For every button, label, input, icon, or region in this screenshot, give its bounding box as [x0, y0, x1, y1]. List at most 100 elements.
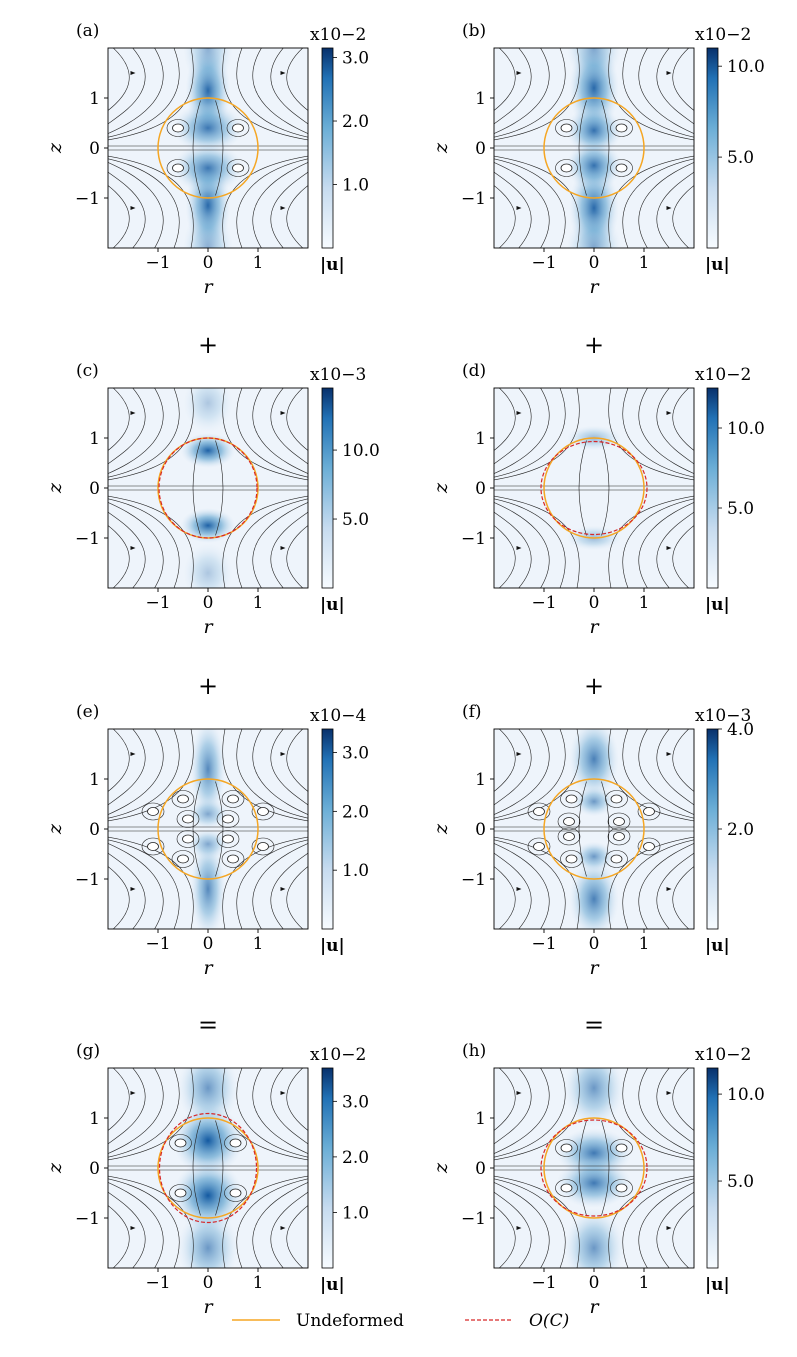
- streamline: [108, 836, 194, 929]
- colorbar-tick-label: 3.0: [342, 49, 369, 69]
- y-tick-label: 0: [89, 1159, 100, 1179]
- streamline: [601, 440, 610, 536]
- colorbar-gradient: [706, 1067, 719, 1269]
- x-tick-label: 0: [589, 934, 600, 954]
- streamline: [236, 498, 308, 588]
- intensity-region: [183, 543, 233, 588]
- colorbar-tick-label: 10.0: [342, 441, 380, 461]
- y-axis-label: z: [44, 142, 66, 154]
- operator-symbol: +: [198, 672, 218, 700]
- flow-arrow: [280, 411, 286, 415]
- vortex: [251, 802, 275, 821]
- colorbar-tick-label: 5.0: [727, 1172, 754, 1192]
- y-tick-label: −1: [461, 189, 486, 209]
- heatmap-area: [494, 388, 694, 588]
- colorbar-label: |u|: [320, 255, 345, 275]
- streamline: [494, 1175, 580, 1268]
- streamline: [192, 100, 201, 196]
- colorbar-tick-label: 3.0: [342, 744, 369, 764]
- streamline: [286, 388, 308, 451]
- intensity-region: [569, 729, 619, 799]
- flow-arrow: [666, 1226, 672, 1230]
- intensity-region: [173, 1105, 243, 1176]
- streamline: [222, 836, 308, 929]
- operator-symbol: +: [584, 331, 604, 359]
- streamline: [108, 511, 146, 588]
- heatmap-area: [494, 729, 694, 929]
- streamline: [494, 388, 532, 465]
- streamline: [494, 158, 566, 248]
- streamline: [601, 781, 610, 877]
- colorbar-gradient: [321, 728, 334, 930]
- flow-arrow: [280, 752, 286, 756]
- panel-g: −1 0 1 1 0 −1 r z (g) 3.0 2.0 1.0 x10−2 |u|: [44, 1041, 369, 1318]
- panel-letter: (g): [76, 1041, 100, 1061]
- vortex: [171, 790, 195, 808]
- flow-arrow: [666, 411, 672, 415]
- streamline: [286, 866, 308, 929]
- intensity-region: [173, 1160, 243, 1231]
- vortex: [610, 159, 633, 177]
- streamline: [108, 1175, 194, 1268]
- streamline: [672, 525, 694, 588]
- colorbar-exponent: x10−2: [695, 365, 751, 385]
- vortex: [610, 119, 633, 137]
- colorbar-tick-label: 2.0: [727, 820, 754, 840]
- streamline: [494, 839, 566, 929]
- vortex: [226, 159, 250, 177]
- streamline: [494, 729, 532, 806]
- legend-label-oc: O(C): [529, 1311, 569, 1331]
- streamline: [656, 48, 694, 125]
- vortex: [176, 810, 200, 828]
- streamline: [108, 729, 194, 822]
- streamline: [622, 729, 694, 819]
- y-tick-label: 0: [475, 820, 486, 840]
- x-tick-label: 1: [639, 1273, 650, 1293]
- vortex: [560, 850, 583, 868]
- streamline: [236, 1068, 308, 1158]
- streamline: [222, 388, 308, 481]
- x-tick-label: 1: [639, 253, 650, 273]
- undeformed-interface: [543, 437, 645, 539]
- heatmap-area: [494, 1068, 694, 1268]
- colorbar-exponent: x10−2: [310, 1045, 366, 1065]
- streamline: [108, 498, 180, 588]
- streamline: [494, 1068, 516, 1131]
- streamline: [108, 158, 180, 248]
- intensity-region: [574, 841, 614, 872]
- vortex: [224, 1134, 247, 1152]
- vortex: [605, 850, 628, 868]
- y-tick-label: 0: [89, 479, 100, 499]
- streamline: [236, 48, 308, 138]
- streamlines: [108, 388, 308, 588]
- streamline: [672, 388, 694, 451]
- streamline: [656, 171, 694, 248]
- streamline: [108, 729, 130, 792]
- streamline: [608, 1175, 694, 1268]
- flow-arrow: [516, 546, 522, 550]
- x-tick-label: 1: [639, 593, 650, 613]
- y-tick-label: 0: [475, 479, 486, 499]
- flow-arrow: [130, 887, 136, 891]
- streamline: [108, 388, 130, 451]
- x-tick-label: −1: [531, 934, 556, 954]
- undeformed-interface: [157, 97, 259, 199]
- deformed-interface: [540, 1119, 648, 1217]
- x-tick-label: −1: [145, 593, 170, 613]
- streamline: [656, 729, 694, 806]
- colorbar-gradient: [321, 387, 334, 589]
- y-tick-label: 1: [89, 1109, 100, 1129]
- streamline: [622, 388, 694, 478]
- vortex: [169, 1184, 192, 1202]
- streamline: [622, 48, 694, 138]
- streamline: [608, 729, 694, 822]
- intensity-region: [183, 48, 233, 88]
- colorbar-label: |u|: [705, 255, 730, 275]
- flow-arrow: [130, 546, 136, 550]
- streamline: [215, 440, 224, 536]
- streamline: [108, 1205, 130, 1268]
- streamline: [494, 1068, 532, 1145]
- streamline: [494, 185, 516, 248]
- streamline: [108, 495, 194, 588]
- operator-symbol: =: [584, 1011, 604, 1039]
